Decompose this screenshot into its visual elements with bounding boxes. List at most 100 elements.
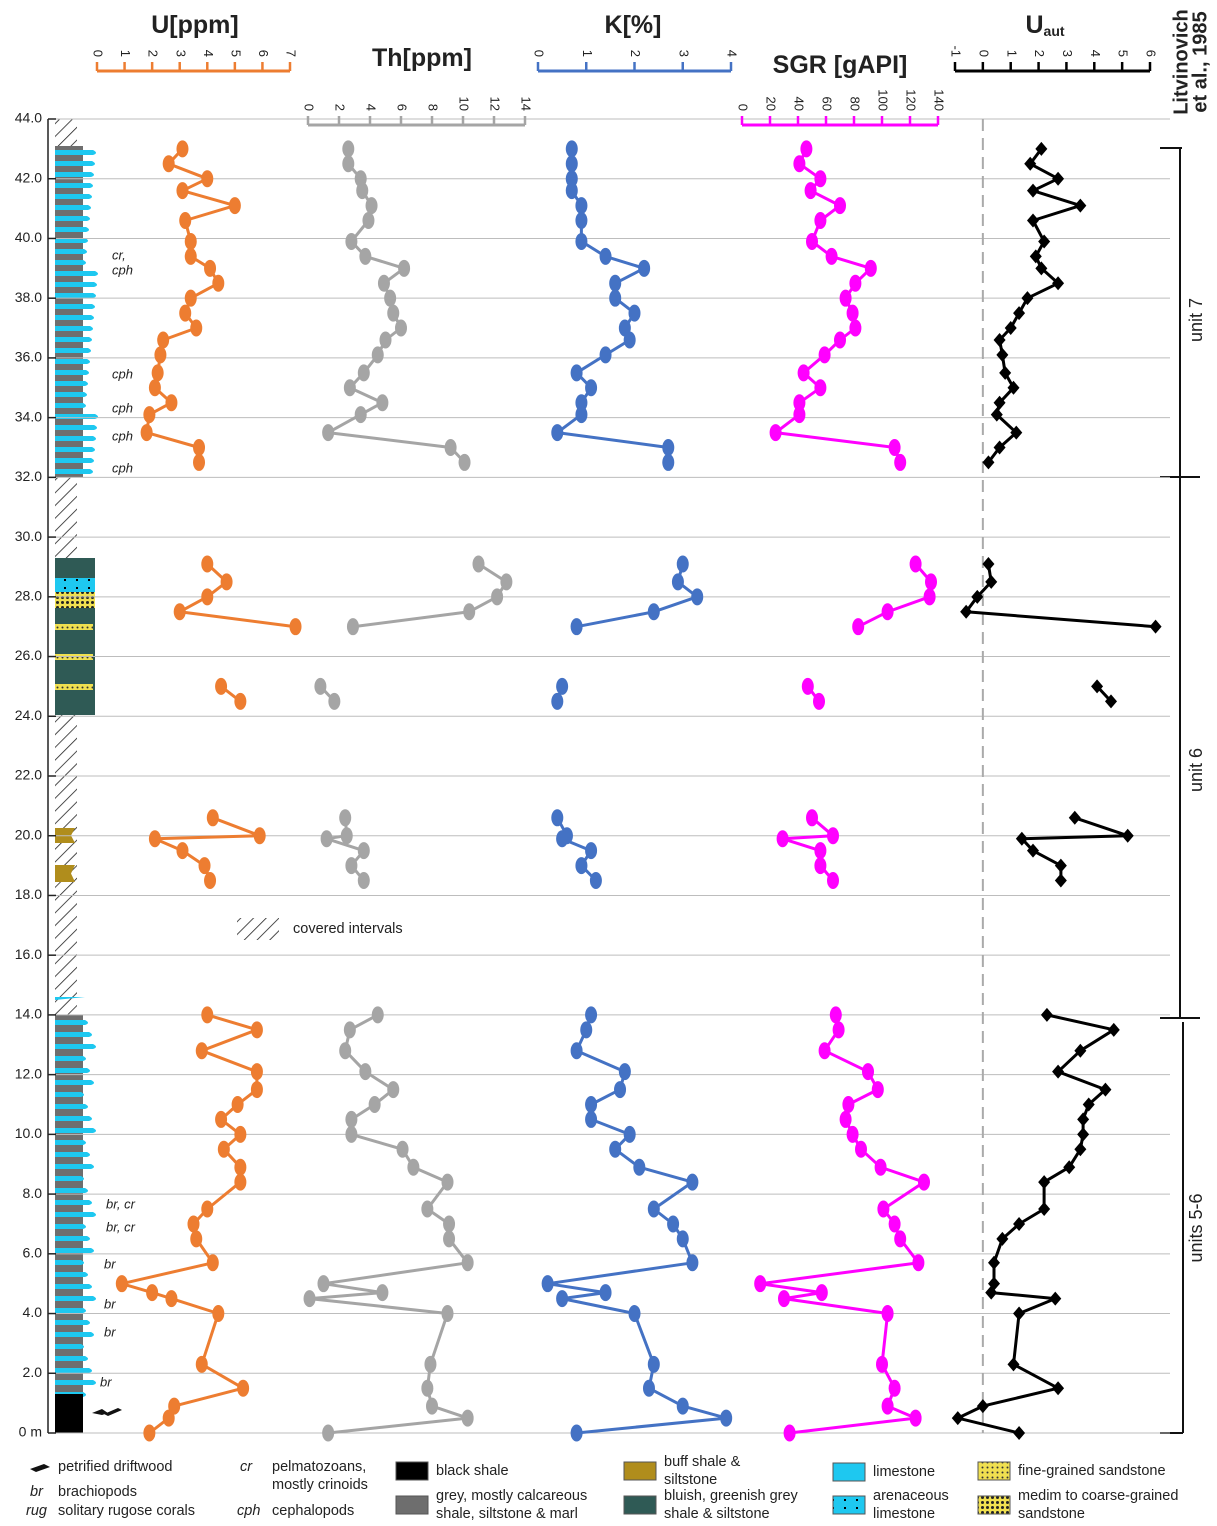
data-point bbox=[648, 1356, 660, 1373]
data-point bbox=[849, 275, 861, 292]
data-point bbox=[575, 857, 587, 874]
sample-annotation: br bbox=[104, 1324, 116, 1339]
data-point bbox=[600, 346, 612, 363]
data-point bbox=[585, 842, 597, 859]
lith-bed bbox=[55, 1164, 94, 1169]
data-point bbox=[358, 364, 370, 381]
x-tick-label: -1 bbox=[949, 45, 964, 57]
lith-bed bbox=[55, 1080, 94, 1085]
data-point bbox=[882, 1398, 894, 1415]
data-point bbox=[686, 1174, 698, 1191]
data-point bbox=[662, 454, 674, 471]
data-point bbox=[875, 1159, 887, 1176]
x-tick-label: 2 bbox=[146, 50, 161, 57]
data-point bbox=[624, 1126, 636, 1143]
legend-swatch bbox=[624, 1462, 656, 1480]
y-tick-label: 44.0 bbox=[15, 110, 42, 126]
y-tick-label: 28.0 bbox=[15, 588, 42, 604]
y-tick-label: 14.0 bbox=[15, 1006, 42, 1022]
data-point bbox=[910, 1410, 922, 1427]
sample-annotation: cph bbox=[112, 366, 133, 381]
legend-label: black shale bbox=[436, 1463, 509, 1479]
data-point bbox=[600, 1284, 612, 1301]
lith-bed bbox=[55, 1044, 96, 1049]
data-point bbox=[638, 260, 650, 277]
x-tick-label: 2 bbox=[333, 104, 348, 111]
lith-bed bbox=[55, 1272, 88, 1277]
data-point bbox=[290, 618, 302, 635]
lith-bed bbox=[55, 1236, 90, 1241]
data-point bbox=[862, 1063, 874, 1080]
legend-label: cephalopods bbox=[272, 1503, 354, 1519]
data-point bbox=[996, 348, 1008, 362]
data-point bbox=[677, 1230, 689, 1247]
data-point bbox=[571, 364, 583, 381]
series-line bbox=[958, 149, 1156, 1433]
data-point bbox=[345, 1111, 357, 1128]
data-point bbox=[819, 346, 831, 363]
data-point bbox=[551, 809, 563, 826]
y-tick-label: 18.0 bbox=[15, 886, 42, 902]
x-tick-label: 80 bbox=[848, 97, 863, 111]
data-point bbox=[212, 1305, 224, 1322]
y-tick-label: 32.0 bbox=[15, 468, 42, 484]
data-point bbox=[580, 1021, 592, 1038]
data-point bbox=[201, 1201, 213, 1218]
sample-annotation: cph bbox=[112, 262, 133, 277]
data-point bbox=[982, 557, 994, 571]
data-point bbox=[359, 1063, 371, 1080]
data-point bbox=[834, 331, 846, 348]
data-point bbox=[633, 1159, 645, 1176]
y-tick-label: 22.0 bbox=[15, 767, 42, 783]
lith-bed bbox=[55, 684, 93, 690]
data-point bbox=[814, 842, 826, 859]
lith-bed bbox=[55, 150, 96, 155]
x-tick-label: 1 bbox=[580, 50, 595, 57]
data-point bbox=[677, 555, 689, 572]
data-point bbox=[566, 182, 578, 199]
data-point bbox=[833, 1021, 845, 1038]
data-point bbox=[193, 439, 205, 456]
data-point bbox=[977, 1399, 989, 1413]
data-point bbox=[491, 588, 503, 605]
data-point bbox=[251, 1021, 263, 1038]
data-point bbox=[152, 364, 164, 381]
legend-label: limestone bbox=[873, 1506, 935, 1522]
data-point bbox=[575, 212, 587, 229]
y-tick-label: 6.0 bbox=[23, 1245, 43, 1261]
legend-label: pelmatozoans, bbox=[272, 1459, 366, 1475]
data-point bbox=[163, 155, 175, 172]
data-point bbox=[201, 555, 213, 572]
data-point bbox=[380, 331, 392, 348]
data-point bbox=[229, 197, 241, 214]
data-point bbox=[575, 197, 587, 214]
data-point bbox=[590, 872, 602, 889]
y-tick-label: 26.0 bbox=[15, 647, 42, 663]
lith-bed bbox=[55, 1116, 92, 1121]
data-point bbox=[179, 212, 191, 229]
data-point bbox=[459, 454, 471, 471]
data-point bbox=[188, 1215, 200, 1232]
data-point bbox=[362, 212, 374, 229]
y-tick-label: 10.0 bbox=[15, 1125, 42, 1141]
x-tick-label: 4 bbox=[725, 50, 740, 57]
data-point bbox=[304, 1290, 316, 1307]
lith-bed bbox=[55, 348, 91, 353]
data-point bbox=[566, 155, 578, 172]
data-point bbox=[359, 248, 371, 265]
data-point bbox=[855, 1141, 867, 1158]
data-point bbox=[421, 1201, 433, 1218]
data-point bbox=[176, 182, 188, 199]
x-tick-label: 0 bbox=[302, 104, 317, 111]
lith-bed bbox=[55, 425, 97, 430]
data-point bbox=[149, 379, 161, 396]
sample-annotation: cph bbox=[112, 400, 133, 415]
data-point bbox=[1069, 811, 1081, 825]
data-point bbox=[865, 260, 877, 277]
data-point bbox=[910, 555, 922, 572]
data-point bbox=[1077, 1112, 1089, 1126]
x-tick-label: 5 bbox=[228, 50, 243, 57]
data-point bbox=[826, 248, 838, 265]
data-point bbox=[426, 1398, 438, 1415]
x-tick-label: 20 bbox=[764, 97, 779, 111]
